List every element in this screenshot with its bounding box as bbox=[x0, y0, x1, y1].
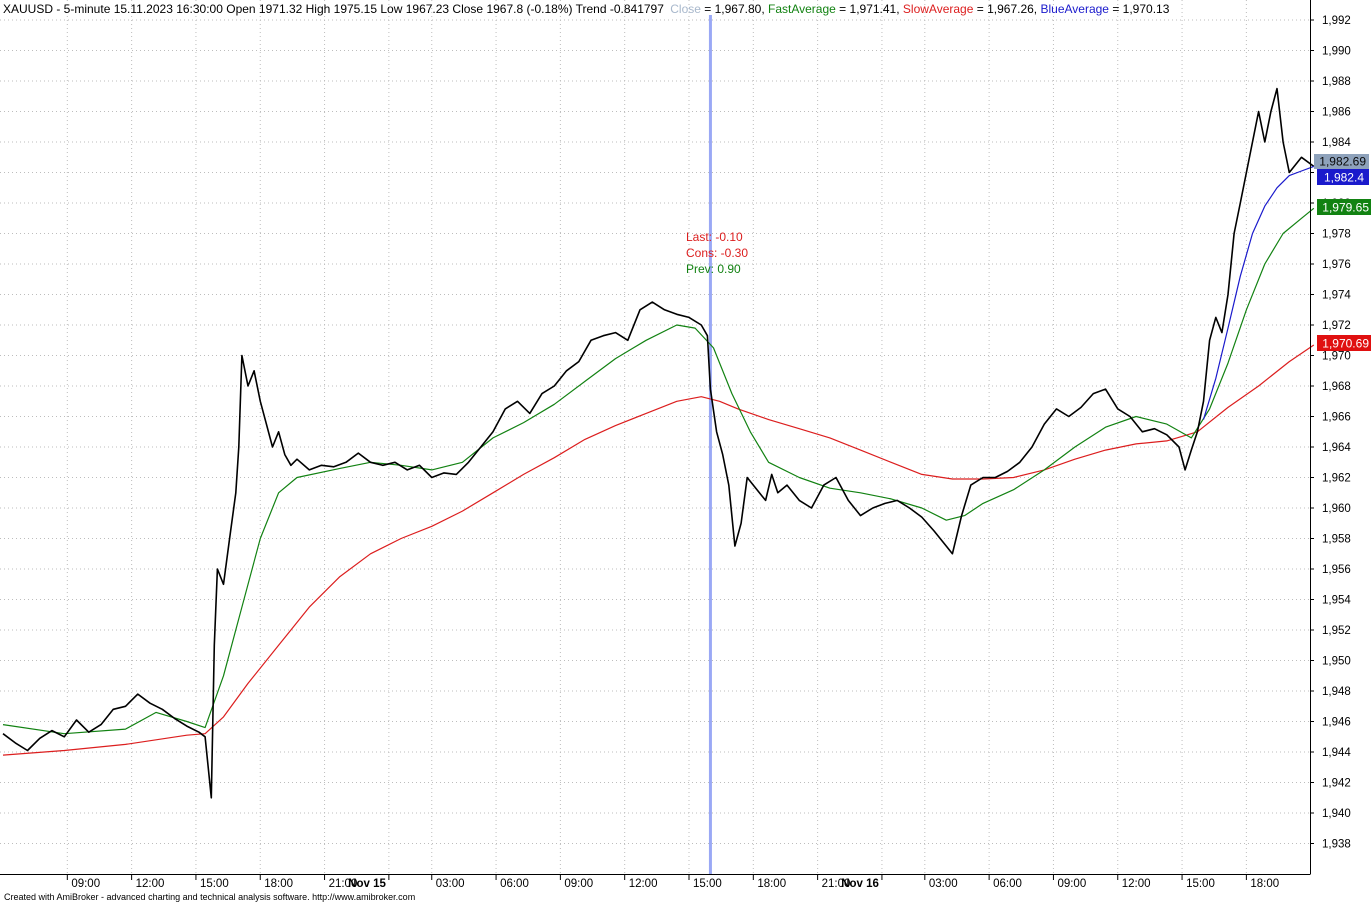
x-tick-label: 18:00 bbox=[757, 878, 786, 890]
y-tick-label: 1,966 bbox=[1322, 412, 1351, 424]
legend-fast-label: FastAverage bbox=[768, 2, 836, 16]
x-tick-label: 21:00 bbox=[822, 878, 851, 890]
y-tick-label: 1,984 bbox=[1322, 137, 1351, 149]
x-tick-label: 12:00 bbox=[136, 878, 165, 890]
price-tag-fast-text: 1,979.65 bbox=[1322, 201, 1369, 215]
x-tick-label: 09:00 bbox=[71, 878, 100, 890]
legend-close-label: Close bbox=[670, 2, 701, 16]
x-tick-label: 15:00 bbox=[693, 878, 722, 890]
series-layer bbox=[2, 87, 1315, 799]
x-tick-label: 03:00 bbox=[929, 878, 958, 890]
x-tick-label: 06:00 bbox=[500, 878, 529, 890]
legend-close-value: = 1,967.80, bbox=[704, 2, 768, 16]
y-tick-label: 1,974 bbox=[1322, 290, 1351, 302]
fast-average-line bbox=[2, 207, 1315, 735]
blue-average-line bbox=[1202, 165, 1315, 420]
y-tick-label: 1,954 bbox=[1322, 595, 1351, 607]
legend-blue-label: BlueAverage bbox=[1040, 2, 1109, 16]
y-axis-ticks: 1,9921,9901,9881,9861,9841,9821,9801,978… bbox=[1310, 15, 1351, 851]
x-tick-date-label: Nov 16 bbox=[841, 878, 879, 890]
y-tick-label: 1,938 bbox=[1322, 839, 1351, 851]
y-tick-label: 1,970 bbox=[1322, 351, 1351, 363]
axes bbox=[0, 0, 1311, 875]
price-tag-close-text: 1,982.69 bbox=[1319, 155, 1366, 169]
y-tick-label: 1,952 bbox=[1322, 625, 1351, 637]
price-line bbox=[2, 87, 1315, 799]
y-tick-label: 1,968 bbox=[1322, 381, 1351, 393]
x-tick-date-label: Nov 15 bbox=[348, 878, 386, 890]
price-tag-blue-text: 1,982.4 bbox=[1324, 171, 1364, 185]
y-tick-label: 1,942 bbox=[1322, 778, 1351, 790]
legend-slow-label: SlowAverage bbox=[903, 2, 974, 16]
y-tick-label: 1,978 bbox=[1322, 229, 1351, 241]
legend-fast-value: = 1,971.41, bbox=[839, 2, 903, 16]
y-tick-label: 1,948 bbox=[1322, 686, 1351, 698]
y-tick-label: 1,946 bbox=[1322, 717, 1351, 729]
y-tick-label: 1,940 bbox=[1322, 808, 1351, 820]
x-tick-label: 15:00 bbox=[200, 878, 229, 890]
grid-lines bbox=[0, 0, 1310, 874]
x-tick-label: 18:00 bbox=[264, 878, 293, 890]
y-tick-label: 1,992 bbox=[1322, 15, 1351, 27]
price-tag-close: 1,982.69 bbox=[1314, 154, 1369, 169]
y-tick-label: 1,958 bbox=[1322, 534, 1351, 546]
annotation-cons: Cons: -0.30 bbox=[686, 246, 748, 260]
x-tick-label: 15:00 bbox=[1186, 878, 1215, 890]
x-tick-label: 18:00 bbox=[1250, 878, 1279, 890]
y-tick-label: 1,950 bbox=[1322, 656, 1351, 668]
x-tick-label: 21:00 bbox=[329, 878, 358, 890]
y-tick-label: 1,972 bbox=[1322, 320, 1351, 332]
y-tick-label: 1,990 bbox=[1322, 46, 1351, 58]
y-tick-label: 1,956 bbox=[1322, 564, 1351, 576]
annotation-last: Last: -0.10 bbox=[686, 230, 743, 244]
price-tag-fast: 1,979.65 bbox=[1317, 199, 1371, 215]
x-tick-label: 12:00 bbox=[1122, 878, 1151, 890]
price-tag-blue: 1,982.4 bbox=[1317, 169, 1369, 185]
legend-slow-value: = 1,967.26, bbox=[977, 2, 1041, 16]
x-tick-label: 09:00 bbox=[1057, 878, 1086, 890]
y-tick-label: 1,986 bbox=[1322, 107, 1351, 119]
x-tick-label: 12:00 bbox=[629, 878, 658, 890]
cursor-annotation: Last: -0.10 Cons: -0.30 Prev: 0.90 bbox=[686, 230, 748, 276]
legend-blue-value: = 1,970.13 bbox=[1112, 2, 1169, 16]
footer-credit: Created with AmiBroker - advanced charti… bbox=[4, 892, 415, 902]
y-tick-label: 1,962 bbox=[1322, 473, 1351, 485]
y-tick-label: 1,944 bbox=[1322, 747, 1351, 759]
x-tick-label: 09:00 bbox=[564, 878, 593, 890]
y-tick-label: 1,988 bbox=[1322, 76, 1351, 88]
x-tick-label: 03:00 bbox=[436, 878, 465, 890]
y-tick-label: 1,964 bbox=[1322, 442, 1351, 454]
annotation-prev: Prev: 0.90 bbox=[686, 262, 741, 276]
symbol-info: XAUUSD - 5-minute 15.11.2023 16:30:00 Op… bbox=[3, 2, 664, 16]
slow-average-line bbox=[2, 344, 1315, 756]
price-tag-slow: 1,970.69 bbox=[1317, 335, 1371, 351]
y-tick-label: 1,976 bbox=[1322, 259, 1351, 271]
x-tick-label: 06:00 bbox=[993, 878, 1022, 890]
y-tick-label: 1,960 bbox=[1322, 503, 1351, 515]
chart-header: XAUUSD - 5-minute 15.11.2023 16:30:00 Op… bbox=[3, 2, 1170, 16]
price-tag-slow-text: 1,970.69 bbox=[1322, 337, 1369, 351]
